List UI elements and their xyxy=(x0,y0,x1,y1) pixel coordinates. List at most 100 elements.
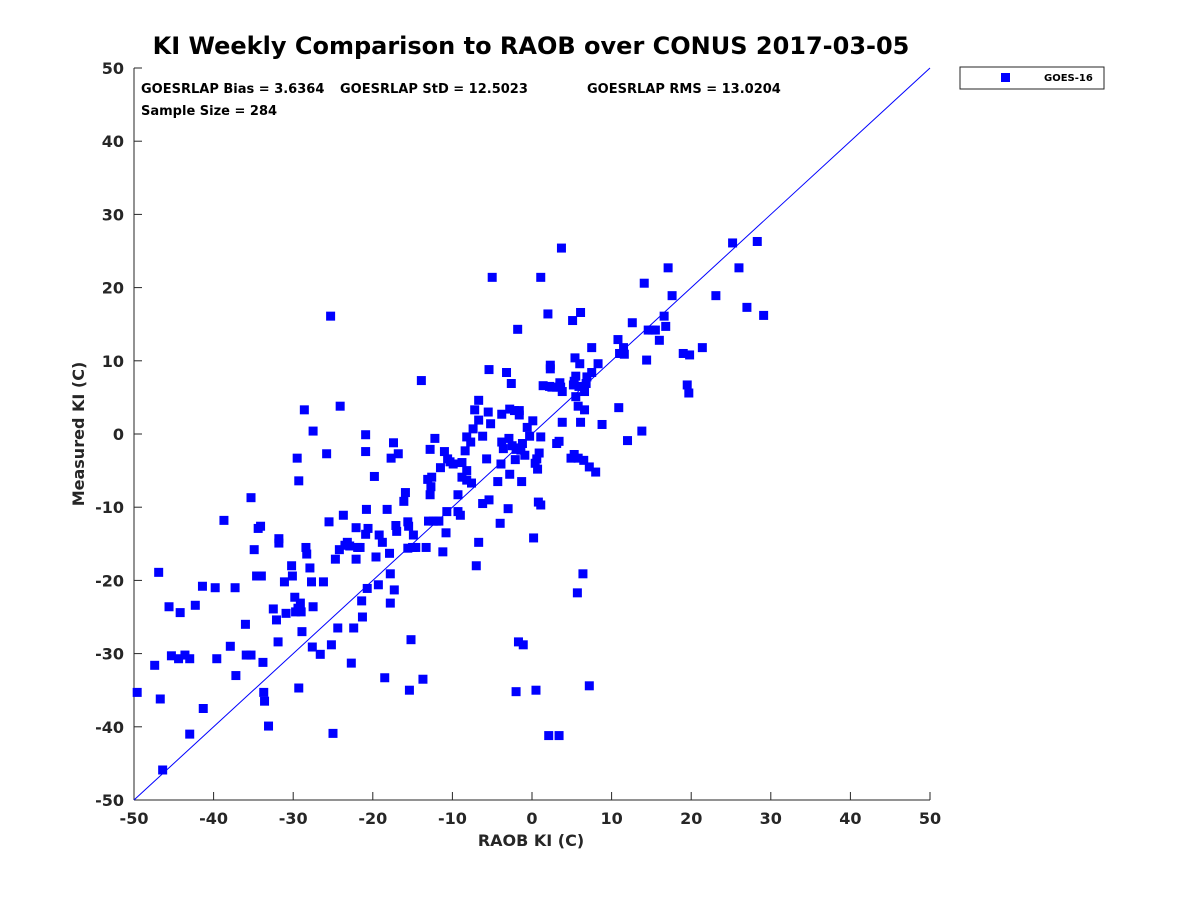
data-point xyxy=(591,467,601,477)
data-point xyxy=(742,302,752,312)
data-point xyxy=(448,459,458,469)
data-point xyxy=(572,588,582,598)
data-point xyxy=(462,475,472,485)
data-point xyxy=(335,401,345,411)
data-point xyxy=(516,445,526,455)
data-point xyxy=(290,592,300,602)
data-point xyxy=(326,640,336,650)
std-stat: GOESRLAP StD = 12.5023 xyxy=(340,82,528,97)
data-point xyxy=(421,542,431,552)
data-point xyxy=(573,401,583,411)
data-point xyxy=(547,382,557,392)
data-point xyxy=(361,430,371,440)
data-point xyxy=(404,685,414,695)
data-point xyxy=(511,687,521,697)
data-point xyxy=(543,309,553,319)
x-tick-label: 20 xyxy=(680,809,702,828)
data-point xyxy=(513,637,523,647)
data-point xyxy=(389,585,399,595)
y-tick-label: -30 xyxy=(95,645,124,664)
data-point xyxy=(197,581,207,591)
data-point xyxy=(400,488,410,498)
data-point xyxy=(256,521,266,531)
data-point xyxy=(619,349,629,359)
data-point xyxy=(573,453,583,463)
data-point xyxy=(357,596,367,606)
data-point xyxy=(198,704,208,713)
data-point xyxy=(355,542,365,552)
data-point xyxy=(132,687,142,697)
data-point xyxy=(678,348,688,358)
data-point xyxy=(322,449,332,459)
data-point xyxy=(578,569,588,579)
data-point xyxy=(484,365,494,375)
data-point xyxy=(297,627,307,637)
y-tick-label: 20 xyxy=(102,279,124,298)
data-point xyxy=(545,360,555,370)
data-point xyxy=(155,694,165,704)
data-point xyxy=(580,387,590,397)
data-point xyxy=(246,493,256,503)
data-point xyxy=(391,521,401,530)
data-point xyxy=(349,623,359,633)
data-point xyxy=(393,449,403,459)
data-point xyxy=(506,378,516,388)
data-point xyxy=(486,419,496,429)
data-point xyxy=(271,615,281,625)
data-point xyxy=(219,515,229,525)
data-point xyxy=(525,431,535,441)
data-point xyxy=(554,436,564,446)
data-point xyxy=(292,453,302,463)
data-point xyxy=(399,496,409,506)
data-point xyxy=(294,476,304,486)
data-point xyxy=(484,495,494,505)
data-point xyxy=(295,598,305,608)
data-point xyxy=(427,472,437,482)
data-point xyxy=(426,482,436,492)
data-point xyxy=(408,530,418,540)
data-point xyxy=(273,637,283,647)
data-point xyxy=(482,454,492,464)
data-point xyxy=(418,674,428,684)
data-point xyxy=(241,650,251,660)
data-point xyxy=(305,563,315,573)
data-point xyxy=(442,507,452,517)
legend: GOES-16 xyxy=(959,66,1105,90)
x-tick-label: 30 xyxy=(760,809,782,828)
data-point xyxy=(493,477,503,487)
data-point xyxy=(517,439,527,449)
data-point xyxy=(279,577,289,587)
data-point xyxy=(264,721,274,731)
data-point xyxy=(453,490,463,500)
data-point xyxy=(174,654,184,664)
data-point xyxy=(597,419,607,429)
data-point xyxy=(531,685,541,695)
x-tick-label: -20 xyxy=(358,809,387,828)
data-point xyxy=(642,355,652,365)
data-point xyxy=(180,650,190,660)
data-point xyxy=(299,405,309,415)
data-point xyxy=(338,510,348,520)
data-point xyxy=(333,623,343,633)
y-axis-title: Measured KI (C) xyxy=(69,362,88,507)
y-tick-label: 50 xyxy=(102,59,124,78)
data-point xyxy=(425,444,435,454)
data-points xyxy=(132,236,769,775)
data-point xyxy=(534,448,544,458)
data-point xyxy=(582,372,592,382)
x-tick-label: 40 xyxy=(839,809,861,828)
data-point xyxy=(574,381,584,391)
data-point xyxy=(663,263,673,273)
data-point xyxy=(495,518,505,528)
data-point xyxy=(416,376,426,386)
data-point xyxy=(575,359,585,369)
data-point xyxy=(557,417,567,427)
rms-stat: GOESRLAP RMS = 13.0204 xyxy=(587,82,781,97)
data-point xyxy=(294,683,304,693)
data-point xyxy=(430,433,440,443)
data-point xyxy=(684,388,694,398)
data-point xyxy=(510,455,520,465)
data-point xyxy=(468,424,478,434)
data-point xyxy=(711,291,721,301)
